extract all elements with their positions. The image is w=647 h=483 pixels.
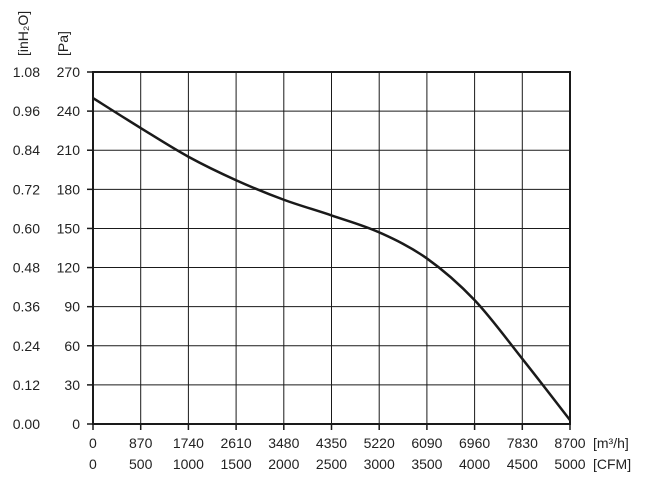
y-tick-label-inh2o: 1.08 xyxy=(13,64,40,80)
x-tick-label-m3h: 7830 xyxy=(507,435,538,451)
grid xyxy=(92,71,571,425)
x-tick-label-cfm: 1000 xyxy=(173,456,204,472)
y-tick-label-pa: 210 xyxy=(57,142,81,158)
x-axis-unit-cfm: [CFM] xyxy=(593,456,631,472)
y-axis-unit-pa: [Pa] xyxy=(55,31,71,56)
x-tick-label-m3h: 870 xyxy=(129,435,153,451)
y-tick-label-pa: 30 xyxy=(64,377,80,393)
x-tick-label-cfm: 2000 xyxy=(268,456,299,472)
y-axis-unit-inh2o: [inH₂O] xyxy=(15,11,31,56)
series-line-layer xyxy=(92,97,571,421)
x-axis-unit-m3h: [m³/h] xyxy=(593,435,629,451)
x-tick-label-m3h: 4350 xyxy=(316,435,347,451)
x-tick-label-m3h: 6960 xyxy=(459,435,490,451)
x-tick-label-cfm: 500 xyxy=(129,456,153,472)
y-tick-label-pa: 60 xyxy=(64,338,80,354)
y-tick-label-pa: 120 xyxy=(57,260,81,276)
y-tick-label-pa: 180 xyxy=(57,181,81,197)
x-tick-label-m3h: 1740 xyxy=(173,435,204,451)
y-tick-label-inh2o: 0.00 xyxy=(13,416,40,432)
x-tick-label-cfm: 5000 xyxy=(554,456,585,472)
x-tick-label-cfm: 3000 xyxy=(364,456,395,472)
x-tick-label-m3h: 6090 xyxy=(411,435,442,451)
x-tick-label-cfm: 1500 xyxy=(221,456,252,472)
y-tick-label-inh2o: 0.72 xyxy=(13,181,40,197)
x-tick-label-cfm: 0 xyxy=(89,456,97,472)
x-tick-label-m3h: 8700 xyxy=(554,435,585,451)
y-tick-label-pa: 150 xyxy=(57,220,81,236)
y-tick-label-inh2o: 0.60 xyxy=(13,220,40,236)
x-tick-label-m3h: 2610 xyxy=(221,435,252,451)
y-tick-label-inh2o: 0.12 xyxy=(13,377,40,393)
y-tick-label-inh2o: 0.36 xyxy=(13,299,40,315)
y-tick-label-inh2o: 0.48 xyxy=(13,260,40,276)
x-tick-label-cfm: 4000 xyxy=(459,456,490,472)
x-tick-label-m3h: 0 xyxy=(89,435,97,451)
x-tick-label-cfm: 3500 xyxy=(411,456,442,472)
y-tick-label-pa: 90 xyxy=(64,299,80,315)
y-tick-label-pa: 240 xyxy=(57,103,81,119)
y-tick-label-inh2o: 0.96 xyxy=(13,103,40,119)
x-tick-label-m3h: 5220 xyxy=(364,435,395,451)
y-tick-label-pa: 0 xyxy=(72,416,80,432)
plot-frame xyxy=(92,71,571,425)
tick-labels: 0.00 0 0.12 30 0.24 60 0.36 90 0.48 120 0.60 150 0.7… xyxy=(13,64,586,472)
x-tick-label-cfm: 2500 xyxy=(316,456,347,472)
series-line xyxy=(92,97,571,421)
x-tick-label-m3h: 3480 xyxy=(268,435,299,451)
x-tick-label-cfm: 4500 xyxy=(507,456,538,472)
y-tick-label-inh2o: 0.84 xyxy=(13,142,40,158)
y-tick-label-pa: 270 xyxy=(57,64,81,80)
y-tick-label-inh2o: 0.24 xyxy=(13,338,40,354)
